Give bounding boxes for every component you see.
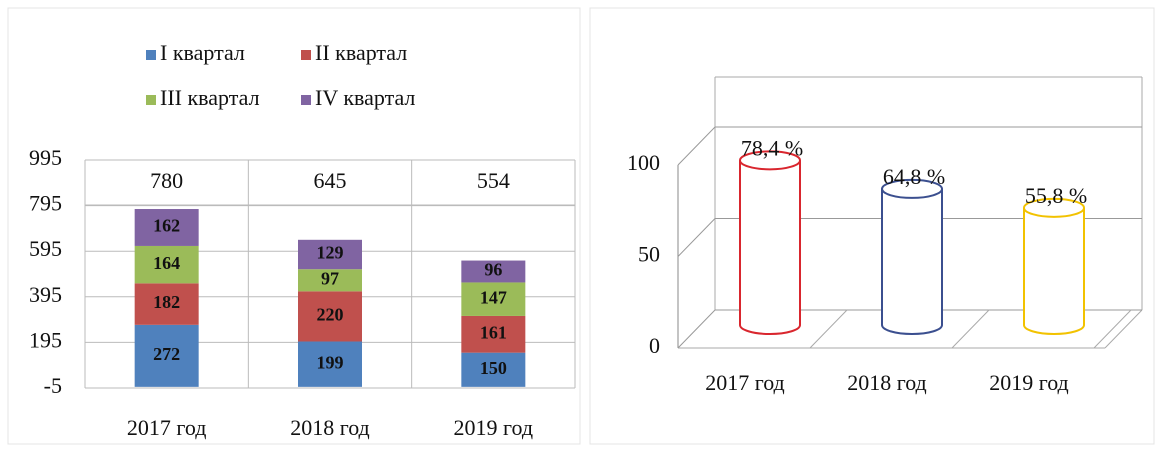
cylinder (1023, 207, 1085, 335)
bar-segment (134, 324, 199, 387)
legend-swatch (146, 50, 156, 60)
bar-segment (298, 269, 362, 292)
y-tick-label: 995 (29, 145, 62, 170)
bar-segment (134, 283, 199, 325)
bar-segment (461, 282, 526, 316)
y-tick-label: 395 (29, 282, 62, 307)
cylinder (739, 160, 801, 335)
value-label: 182 (153, 292, 180, 312)
x-tick-label: 2019 год (989, 370, 1069, 395)
value-label: 199 (317, 352, 344, 372)
grid-line (677, 218, 716, 257)
y-tick-label: 50 (638, 242, 660, 267)
left-frame (7, 7, 581, 445)
value-label: 96 (484, 260, 502, 280)
total-label: 554 (477, 168, 510, 193)
value-label: 220 (317, 305, 344, 325)
total-label: 645 (314, 168, 347, 193)
value-label: 161 (480, 322, 507, 342)
legend-label: II квартал (315, 40, 407, 65)
cylinder (881, 188, 943, 335)
y-tick-label: 595 (29, 236, 62, 261)
floor-divider (809, 309, 848, 349)
y-tick-label: 195 (29, 327, 62, 352)
value-label: 78,4 % (741, 135, 803, 160)
floor-divider (1093, 309, 1132, 349)
bar-segment (298, 239, 362, 270)
cylinder-top (739, 150, 801, 171)
cylinder-top (1023, 197, 1085, 218)
floor-divider (951, 309, 990, 349)
value-label: 150 (480, 358, 507, 378)
x-tick-label: 2018 год (847, 370, 927, 395)
bar-segment (134, 209, 199, 246)
y-tick-label: 0 (649, 333, 660, 358)
value-label: 272 (153, 344, 180, 364)
bar-segment (461, 260, 526, 283)
legend-swatch (146, 95, 156, 105)
legend-label: III квартал (160, 85, 260, 110)
grid-line (677, 309, 716, 349)
right-frame (589, 7, 1155, 445)
legend-swatch (301, 95, 311, 105)
bar-segment (461, 315, 526, 353)
y-tick-label: 100 (627, 150, 660, 175)
bar-segment (461, 352, 526, 387)
legend-swatch (301, 50, 311, 60)
x-tick-label: 2017 год (127, 415, 207, 440)
bar-segment (298, 291, 362, 342)
value-label: 129 (317, 243, 344, 263)
value-label: 164 (153, 253, 180, 273)
bar-segment (298, 341, 362, 387)
value-label: 97 (321, 268, 339, 288)
x-tick-label: 2017 год (705, 370, 785, 395)
cylinder-top (881, 178, 943, 199)
grid-line (677, 126, 716, 166)
x-tick-label: 2018 год (290, 415, 370, 440)
bar-segment (134, 245, 199, 284)
y-tick-label: 795 (29, 191, 62, 216)
legend-label: IV квартал (315, 85, 415, 110)
value-label: 162 (153, 216, 180, 236)
y-tick-label: -5 (44, 373, 62, 398)
value-label: 55,8 % (1025, 183, 1087, 208)
total-label: 780 (150, 168, 183, 193)
legend-label: I квартал (160, 40, 245, 65)
floor-edge (1104, 309, 1143, 349)
x-tick-label: 2019 год (454, 415, 534, 440)
value-label: 64,8 % (883, 164, 945, 189)
value-label: 147 (480, 287, 507, 307)
